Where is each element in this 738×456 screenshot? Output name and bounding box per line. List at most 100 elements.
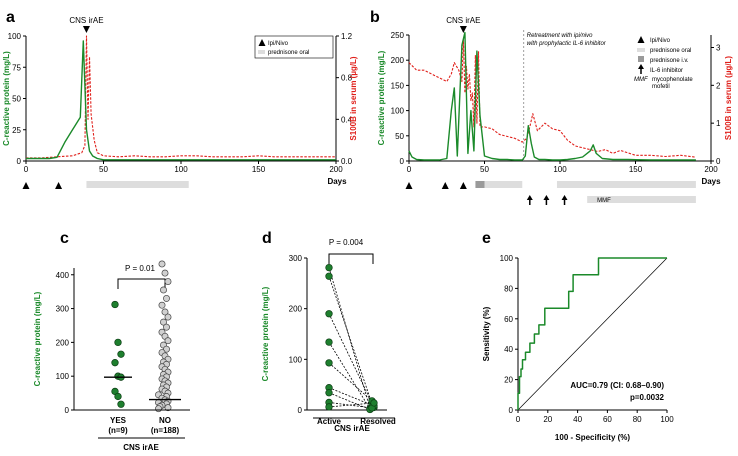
c-group-label-no: NO (159, 416, 171, 425)
panel-label-d: d (262, 230, 272, 247)
c-point-no (155, 405, 162, 413)
panel-label-e: e (482, 230, 491, 247)
c-point-no (164, 404, 172, 412)
a-ipi-nivo-marker-icon (22, 182, 30, 189)
e-y-axis-tick-label: 20 (504, 376, 513, 385)
d-category-active: Active (317, 417, 342, 426)
e-y-axis-tick-label: 40 (504, 345, 513, 354)
d-y-axis-tick-label: 0 (298, 406, 303, 415)
a-legend-box (254, 35, 334, 59)
e-auc-text: AUC=0.79 (CI: 0.68–0.90) (570, 381, 664, 390)
b-prednisone-iv-bar (475, 181, 485, 188)
e-p-text: p=0.0032 (630, 393, 665, 402)
c-p-value: P = 0.01 (125, 264, 155, 273)
a-prednisone-bar (86, 181, 189, 188)
panel-label-c: c (60, 230, 69, 247)
b-legend-ipi-nivo-label: Ipi/Nivo (650, 38, 671, 44)
e-x-axis-label: 100 - Specificity (%) (555, 433, 630, 442)
b-legend-il6-arrow-icon-head (638, 64, 644, 69)
e-x-tick-label: 60 (603, 415, 612, 424)
d-point-active (325, 272, 333, 280)
d-y-axis-tick-label: 100 (289, 355, 303, 364)
e-x-tick-label: 80 (633, 415, 642, 424)
b-il6-arrow-icon (561, 195, 568, 205)
a-y2-axis-label: S100B in serum (µg/L) (349, 56, 358, 141)
a-y-axis-tick-label: 75 (12, 63, 21, 72)
e-y-axis-label: Sensitivity (%) (482, 306, 491, 361)
a-y2-tick-label: 0.8 (341, 74, 353, 83)
b-legend-mmf-label-1: mycophenolate (652, 77, 693, 83)
b-x-tick-label: 100 (553, 165, 567, 174)
e-reference-diagonal (517, 257, 668, 411)
c-point-no (164, 278, 172, 285)
b-il6-arrow-icon-head (543, 195, 550, 200)
panel-label-b: b (370, 9, 380, 26)
d-pair-line (328, 392, 371, 410)
e-roc-curve (517, 257, 667, 410)
b-ipi-nivo-marker-icon (441, 182, 449, 189)
d-pair-line (328, 276, 373, 405)
c-point-yes (114, 338, 122, 347)
a-crp-line (26, 40, 336, 161)
c-point-no (160, 318, 167, 326)
a-legend: Ipi/Nivo prednisone oral (254, 35, 334, 59)
b-legend-prednisone-oral-swatch (637, 48, 645, 52)
d-pair-line (328, 402, 375, 408)
e-x-tick-label: 100 (660, 415, 674, 424)
b-mmf-bar-label: MMF (597, 198, 611, 204)
d-p-value: P = 0.004 (329, 238, 364, 247)
b-x-axis-label: Days (701, 177, 721, 186)
panel-label-a: a (6, 9, 15, 26)
e-y-axis-tick-label: 0 (509, 406, 514, 415)
a-y-axis-tick-label: 100 (8, 32, 22, 41)
panel-a-chart: 0 25 50 75 100 0.0 0.4 0.8 1.2 0 50 100 150 200 Days C-… (2, 16, 358, 189)
a-legend-prednisone-label: prednisone oral (268, 50, 309, 56)
a-x-tick-label: 50 (99, 165, 108, 174)
c-point-yes (114, 392, 122, 401)
c-significance-bracket (117, 278, 166, 289)
a-legend-ipi-nivo-label: Ipi/Nivo (268, 41, 289, 47)
b-y2-tick-label: 2 (716, 81, 721, 90)
d-point-active (325, 338, 333, 346)
c-point-no (160, 286, 167, 294)
c-point-no (163, 294, 170, 302)
b-y2-tick-label: 1 (716, 119, 721, 128)
c-group-n-no: (n=188) (151, 426, 180, 435)
b-y-axis-label: C-reactive protein (mg/L) (377, 50, 386, 145)
b-y-axis-tick-label: 250 (391, 31, 405, 40)
panel-d-chart: 0 100 200 300 C-reactive protein (mg/L) P = 0… (261, 238, 396, 433)
b-x-tick-label: 0 (407, 165, 412, 174)
b-y2-tick-label: 0 (716, 157, 721, 166)
c-point-no (163, 323, 170, 331)
b-y-axis-tick-label: 150 (391, 81, 405, 90)
panel-e-chart: 0 20 40 60 80 100 0 20 40 60 80 100 100 - Specificit… (482, 254, 674, 442)
d-point-active (325, 310, 333, 318)
b-annotation-marker-icon (459, 26, 467, 33)
panel-c-chart: 0 100 200 300 400 C-reactive protein (mg/L) P … (33, 260, 190, 452)
d-y-axis-label: C-reactive protein (mg/L) (261, 286, 270, 381)
a-annotation-cns-irae: CNS irAE (69, 16, 103, 25)
b-legend: Ipi/Nivo prednisone oral prednisone i.v. IL… (634, 36, 693, 90)
b-ipi-nivo-marker-icon (459, 182, 467, 189)
d-y-axis-tick-label: 200 (289, 305, 303, 314)
b-il6-arrow-icon (526, 195, 533, 205)
a-x-axis-label: Days (327, 177, 347, 186)
a-x-tick-label: 200 (329, 165, 343, 174)
a-annotation-marker-icon (82, 26, 90, 33)
c-y-axis-label: C-reactive protein (mg/L) (33, 291, 42, 386)
b-annotation-cns-irae: CNS irAE (446, 16, 480, 25)
b-y2-tick-label: 3 (716, 43, 721, 52)
b-prednisone-oral-bar (556, 181, 696, 188)
a-y-axis-tick-label: 0 (17, 157, 22, 166)
c-point-no (158, 260, 166, 268)
a-s100b-line (26, 35, 336, 159)
d-point-active (325, 263, 333, 272)
b-x-tick-label: 200 (704, 165, 718, 174)
b-x-tick-label: 50 (480, 165, 489, 174)
c-point-yes (111, 359, 119, 367)
c-y-axis-tick-label: 200 (56, 338, 70, 347)
d-point-resolved (370, 399, 378, 407)
b-legend-mmf-abbrev: MMF (634, 77, 648, 83)
b-ipi-nivo-marker-icon (405, 182, 413, 189)
e-x-tick-label: 20 (543, 415, 552, 424)
